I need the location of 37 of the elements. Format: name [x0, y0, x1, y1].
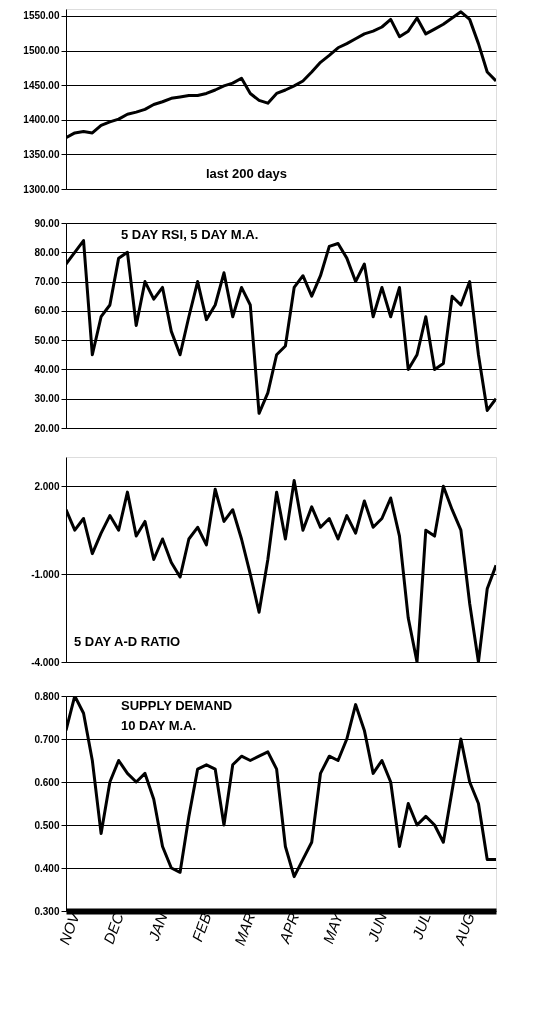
y-tick-label: 0.600	[34, 776, 60, 788]
x-tick-label: MAY	[319, 909, 347, 946]
y-tick-label: 0.300	[34, 905, 60, 917]
annotation: SUPPLY DEMAND	[121, 698, 233, 713]
x-tick-label: AUG	[450, 910, 478, 948]
annotation: last 200 days	[206, 166, 287, 181]
y-tick-label: -1.000	[31, 568, 60, 580]
y-tick-label: 50.00	[34, 334, 60, 346]
y-tick-label: 40.00	[34, 363, 60, 375]
y-tick-label: 0.500	[34, 819, 60, 831]
x-tick-label: DEC	[99, 910, 127, 946]
x-tick-label: JUN	[363, 910, 390, 945]
y-tick-label: 60.00	[34, 305, 60, 317]
y-tick-label: 0.400	[34, 862, 60, 874]
annotation: 5 DAY RSI, 5 DAY M.A.	[121, 227, 259, 242]
x-tick-label: JUL	[408, 910, 434, 943]
y-tick-label: 90.00	[34, 217, 60, 229]
y-tick-label: 0.800	[34, 690, 60, 702]
x-tick-label: MAR	[230, 910, 259, 948]
annotation: 10 DAY M.A.	[121, 718, 197, 733]
y-tick-label: 70.00	[34, 276, 60, 288]
y-tick-label: 1550.00	[23, 10, 60, 22]
y-tick-label: 1450.00	[23, 79, 60, 91]
x-tick-label: APR	[275, 910, 303, 947]
y-tick-label: 1300.00	[23, 183, 60, 195]
y-tick-label: 2.000	[34, 480, 60, 492]
y-tick-label: 0.700	[34, 733, 60, 745]
x-tick-label: FEB	[188, 910, 215, 944]
annotation: 5 DAY A-D RATIO	[74, 634, 181, 649]
y-tick-label: 1400.00	[23, 114, 60, 126]
y-tick-label: 30.00	[34, 393, 60, 405]
y-tick-label: 80.00	[34, 246, 60, 258]
y-tick-label: 20.00	[34, 422, 60, 434]
x-tick-label: JAN	[144, 910, 171, 944]
y-tick-label: -4.000	[31, 656, 60, 668]
y-tick-label: 1500.00	[23, 45, 60, 57]
y-tick-label: 1350.00	[23, 148, 60, 160]
